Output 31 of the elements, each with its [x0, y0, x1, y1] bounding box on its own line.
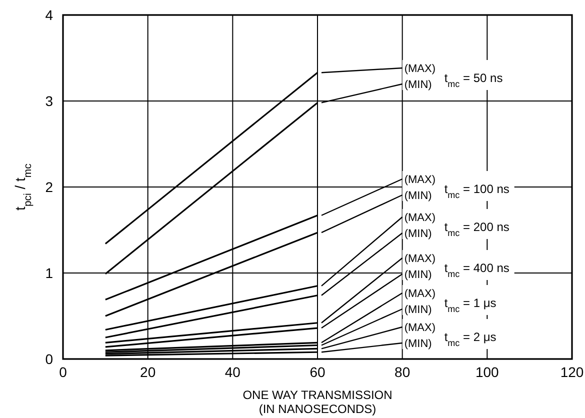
- text: (MAX): [404, 174, 436, 186]
- text: (MIN): [404, 304, 432, 316]
- y-tick-label: 1: [45, 265, 54, 281]
- text: (MIN): [404, 190, 432, 202]
- x-tick-label: 0: [59, 364, 68, 380]
- text: (MIN): [404, 338, 432, 350]
- text: (MAX): [404, 253, 436, 265]
- x-tick-label: 120: [560, 364, 584, 380]
- annotation: t$_{mc}$ = 2 μs: [444, 330, 496, 348]
- x-tick-label: 100: [475, 364, 500, 380]
- text: (MAX): [404, 288, 436, 300]
- text: (MIN): [404, 228, 432, 240]
- text: (MAX): [404, 322, 436, 334]
- text: (MAX): [404, 212, 436, 224]
- text: (MIN): [404, 269, 432, 281]
- text: (MAX): [404, 63, 436, 75]
- y-tick-label: 4: [45, 7, 54, 23]
- y-tick-label: 2: [45, 179, 54, 195]
- text: (MIN): [404, 79, 432, 91]
- annotation: t$_{mc}$ = 200 ns: [444, 220, 510, 238]
- x-tick-label: 20: [140, 364, 156, 380]
- x-axis-title: ONE WAY TRANSMISSION (IN NANOSECONDS): [242, 388, 392, 416]
- annotation: t$_{mc}$ = 400 ns: [444, 261, 510, 279]
- x-tick-label: 40: [224, 364, 241, 380]
- y-tick-label: 0: [45, 351, 54, 367]
- y-tick-label: 3: [45, 93, 54, 109]
- annotation: t$_{mc}$ = 1 μs: [444, 296, 496, 314]
- x-tick-label: 80: [394, 364, 410, 380]
- x-tick-label: 60: [310, 364, 326, 380]
- annotation: t$_{mc}$ = 50 ns: [444, 71, 503, 89]
- annotation: t$_{mc}$ = 100 ns: [444, 182, 510, 200]
